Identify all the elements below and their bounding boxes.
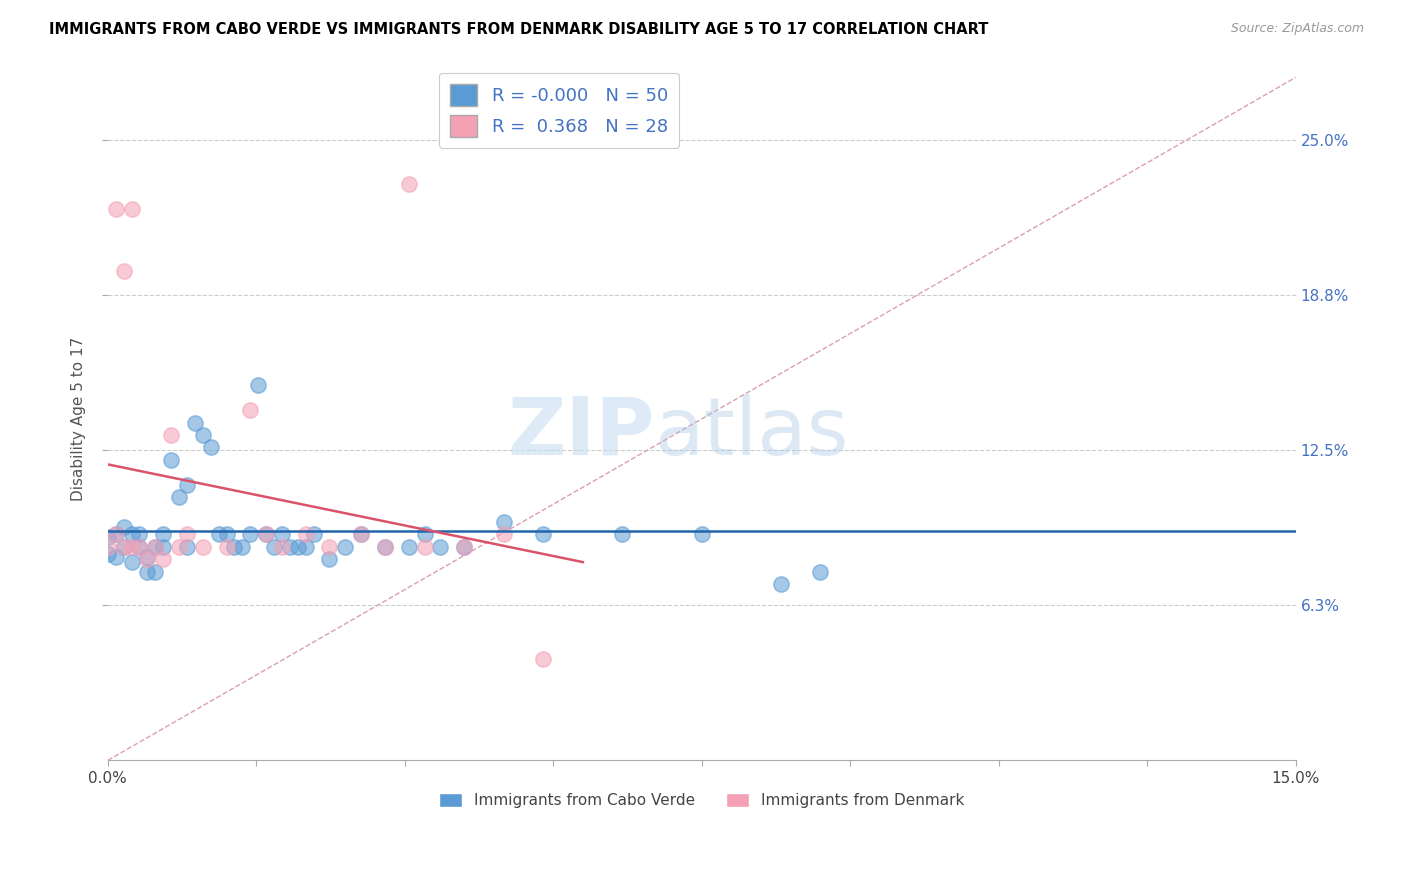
- Point: [128, 540, 150, 554]
- Point: [121, 555, 143, 569]
- Point: [263, 540, 285, 554]
- Point: [531, 527, 554, 541]
- Point: [374, 540, 396, 554]
- Point: [413, 527, 436, 541]
- Text: IMMIGRANTS FROM CABO VERDE VS IMMIGRANTS FROM DENMARK DISABILITY AGE 5 TO 17 COR: IMMIGRANTS FROM CABO VERDE VS IMMIGRANTS…: [49, 22, 988, 37]
- Point: [143, 540, 166, 554]
- Point: [121, 540, 143, 554]
- Point: [224, 540, 246, 554]
- Point: [207, 527, 229, 541]
- Point: [176, 527, 198, 541]
- Point: [350, 527, 373, 541]
- Point: [231, 540, 253, 554]
- Point: [810, 565, 832, 579]
- Point: [152, 552, 174, 566]
- Point: [136, 565, 159, 579]
- Point: [128, 527, 150, 541]
- Point: [191, 540, 214, 554]
- Point: [104, 549, 127, 564]
- Point: [136, 549, 159, 564]
- Point: [690, 527, 713, 541]
- Point: [239, 403, 262, 417]
- Point: [294, 540, 316, 554]
- Point: [302, 527, 325, 541]
- Point: [152, 527, 174, 541]
- Point: [128, 540, 150, 554]
- Point: [215, 540, 238, 554]
- Point: [429, 540, 451, 554]
- Point: [271, 540, 294, 554]
- Point: [769, 577, 792, 591]
- Point: [453, 540, 475, 554]
- Point: [254, 527, 277, 541]
- Point: [112, 540, 135, 554]
- Point: [200, 441, 222, 455]
- Point: [121, 202, 143, 216]
- Text: Source: ZipAtlas.com: Source: ZipAtlas.com: [1230, 22, 1364, 36]
- Point: [350, 527, 373, 541]
- Text: ZIP: ZIP: [508, 393, 654, 472]
- Point: [492, 527, 515, 541]
- Point: [374, 540, 396, 554]
- Point: [318, 552, 340, 566]
- Point: [121, 527, 143, 541]
- Point: [112, 540, 135, 554]
- Point: [278, 540, 301, 554]
- Point: [167, 540, 190, 554]
- Point: [104, 202, 127, 216]
- Point: [239, 527, 262, 541]
- Point: [97, 530, 120, 544]
- Point: [492, 515, 515, 529]
- Point: [104, 527, 127, 541]
- Point: [112, 520, 135, 534]
- Point: [176, 477, 198, 491]
- Point: [612, 527, 634, 541]
- Point: [143, 565, 166, 579]
- Point: [398, 540, 420, 554]
- Point: [191, 428, 214, 442]
- Point: [271, 527, 294, 541]
- Legend: Immigrants from Cabo Verde, Immigrants from Denmark: Immigrants from Cabo Verde, Immigrants f…: [433, 787, 970, 814]
- Point: [453, 540, 475, 554]
- Y-axis label: Disability Age 5 to 17: Disability Age 5 to 17: [72, 337, 86, 501]
- Point: [247, 378, 270, 392]
- Point: [335, 540, 357, 554]
- Point: [112, 264, 135, 278]
- Point: [152, 540, 174, 554]
- Point: [97, 540, 120, 554]
- Point: [167, 490, 190, 504]
- Point: [97, 547, 120, 561]
- Point: [287, 540, 309, 554]
- Point: [215, 527, 238, 541]
- Point: [531, 651, 554, 665]
- Point: [254, 527, 277, 541]
- Point: [104, 527, 127, 541]
- Point: [160, 453, 183, 467]
- Point: [184, 416, 207, 430]
- Point: [318, 540, 340, 554]
- Point: [143, 540, 166, 554]
- Point: [136, 552, 159, 566]
- Point: [294, 527, 316, 541]
- Point: [413, 540, 436, 554]
- Point: [160, 428, 183, 442]
- Point: [176, 540, 198, 554]
- Point: [398, 178, 420, 192]
- Text: atlas: atlas: [654, 393, 849, 472]
